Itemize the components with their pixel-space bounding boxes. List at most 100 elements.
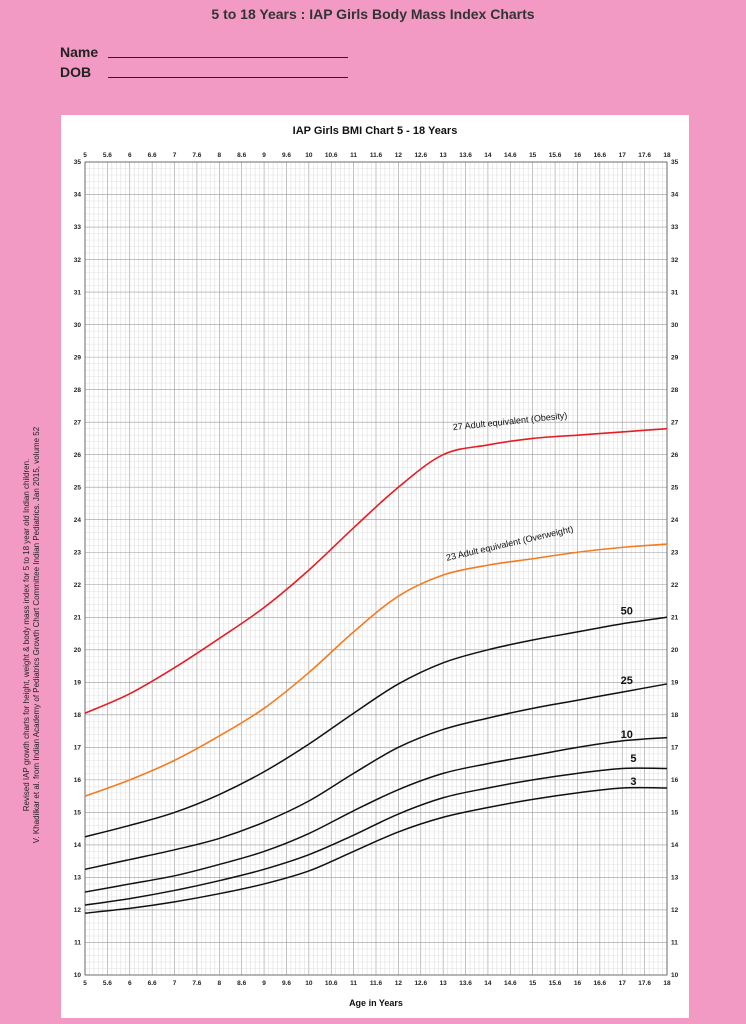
y-tick-label: 17 [671, 745, 679, 752]
y-tick-label: 20 [671, 647, 679, 654]
dob-label: DOB [60, 64, 92, 80]
series-label-p10: 10 [621, 729, 633, 741]
x-tick-label: 12.6 [414, 980, 427, 987]
y-tick-label: 32 [671, 257, 679, 264]
y-tick-label: 29 [74, 354, 82, 361]
x-tick-label: 11 [350, 980, 357, 987]
x-tick-label: 8.6 [237, 152, 246, 159]
y-tick-label: 13 [671, 875, 679, 882]
grid [84, 161, 668, 976]
series-label-p25: 25 [621, 675, 633, 687]
x-tick-label: 16.6 [594, 152, 607, 159]
x-tick-label: 10.6 [325, 980, 338, 987]
x-tick-label: 12.6 [414, 152, 427, 159]
x-tick-label: 12 [395, 152, 403, 159]
y-tick-label: 26 [74, 452, 82, 459]
y-tick-label: 32 [74, 257, 82, 264]
x-tick-label: 13 [440, 980, 448, 987]
x-tick-label: 15 [529, 152, 537, 159]
y-tick-label: 20 [74, 647, 82, 654]
tick-labels: 5 5 5.6 5.6 6 6 6.6 6.6 7 7 7.6 7.6 8 8 8.6 8.6 9 9 9.6 9.6… [74, 152, 679, 987]
y-tick-label: 28 [74, 387, 82, 394]
y-tick-label: 24 [671, 517, 679, 524]
x-tick-label: 10 [305, 152, 313, 159]
series-lines [84, 427, 668, 914]
name-field[interactable]: Name [60, 44, 348, 60]
y-tick-label: 31 [671, 289, 679, 296]
y-tick-label: 12 [74, 907, 82, 914]
x-tick-label: 13.6 [459, 980, 472, 987]
bmi-chart: 5 5 5.6 5.6 6 6 6.6 6.6 7 7 7.6 7.6 8 8 8.6 8.6 9 9 9.6 9.6… [74, 152, 679, 1008]
x-tick-label: 9.6 [282, 152, 291, 159]
x-tick-label: 13 [440, 152, 448, 159]
x-tick-label: 14 [484, 980, 492, 987]
x-tick-label: 7 [173, 980, 177, 987]
y-tick-label: 24 [74, 517, 82, 524]
x-tick-label: 7.6 [192, 152, 201, 159]
x-tick-label: 7.6 [192, 980, 201, 987]
x-tick-label: 8 [217, 152, 221, 159]
y-tick-label: 30 [74, 322, 82, 329]
chart-title: IAP Girls BMI Chart 5 - 18 Years [292, 125, 458, 137]
x-tick-label: 14 [484, 152, 492, 159]
x-tick-label: 17.6 [638, 980, 651, 987]
x-tick-label: 18 [663, 152, 671, 159]
series-line-27 [84, 427, 668, 714]
dob-field[interactable]: DOB [60, 64, 348, 80]
series-label-p3: 3 [630, 776, 636, 788]
series-line-10 [84, 736, 668, 893]
series-labels: 27 Adult equivalent (Obesity)23 Adult eq… [445, 410, 636, 788]
x-tick-label: 10 [305, 980, 313, 987]
x-tick-label: 15.6 [549, 152, 562, 159]
plot-frame [84, 161, 668, 976]
x-tick-label: 8.6 [237, 980, 246, 987]
x-tick-label: 13.6 [459, 152, 472, 159]
y-tick-label: 27 [74, 419, 82, 426]
x-tick-label: 16 [574, 980, 582, 987]
y-tick-label: 34 [74, 192, 82, 199]
y-tick-label: 16 [74, 777, 82, 784]
y-tick-label: 15 [671, 810, 679, 817]
series-line-50 [84, 616, 668, 838]
x-tick-label: 10.6 [325, 152, 338, 159]
citation-line-1: Revised IAP growth charts for height, we… [22, 458, 31, 812]
x-tick-label: 5 [83, 980, 87, 987]
x-tick-label: 11 [350, 152, 357, 159]
x-tick-label: 17 [619, 152, 627, 159]
y-tick-label: 10 [74, 972, 82, 979]
y-tick-label: 21 [74, 614, 82, 621]
series-label-p50: 50 [621, 605, 633, 617]
y-tick-label: 35 [671, 159, 679, 166]
y-tick-label: 14 [74, 842, 82, 849]
x-tick-label: 11.6 [370, 980, 383, 987]
x-tick-label: 12 [395, 980, 403, 987]
series-line-5 [84, 767, 668, 906]
y-tick-label: 18 [74, 712, 82, 719]
name-label: Name [60, 44, 99, 60]
y-tick-label: 25 [671, 484, 679, 491]
x-tick-label: 16 [574, 152, 582, 159]
y-tick-label: 33 [671, 224, 679, 231]
y-tick-label: 25 [74, 484, 82, 491]
y-tick-label: 10 [671, 972, 679, 979]
page-title: 5 to 18 Years : IAP Girls Body Mass Inde… [211, 6, 535, 22]
x-tick-label: 6 [128, 980, 132, 987]
x-tick-label: 9 [262, 980, 266, 987]
x-tick-label: 14.6 [504, 152, 517, 159]
y-tick-label: 16 [671, 777, 679, 784]
x-tick-label: 5 [83, 152, 87, 159]
y-tick-label: 19 [671, 680, 679, 687]
series-line-23 [84, 543, 668, 797]
y-tick-label: 13 [74, 875, 82, 882]
x-tick-label: 9 [262, 152, 266, 159]
x-axis-label: Age in Years [349, 998, 403, 1008]
x-tick-label: 17 [619, 980, 627, 987]
y-tick-label: 21 [671, 614, 679, 621]
name-line[interactable] [108, 57, 348, 58]
series-line-25 [84, 683, 668, 871]
dob-line[interactable] [108, 77, 348, 78]
y-tick-label: 35 [74, 159, 82, 166]
x-tick-label: 6.6 [148, 980, 157, 987]
y-tick-label: 11 [671, 940, 678, 947]
y-tick-label: 18 [671, 712, 679, 719]
